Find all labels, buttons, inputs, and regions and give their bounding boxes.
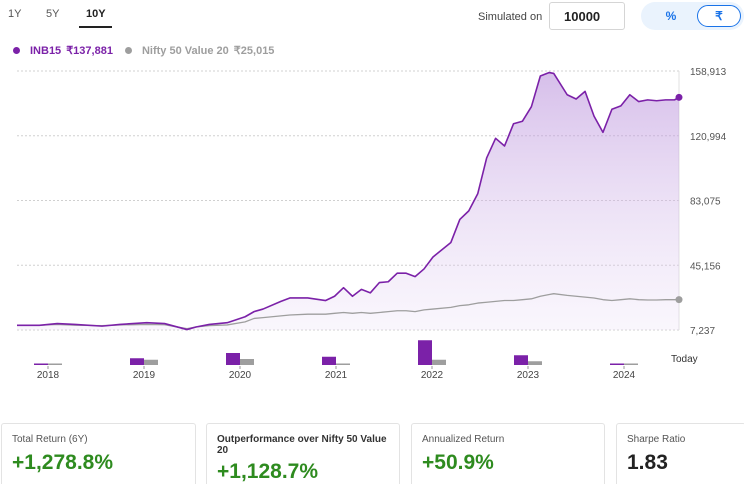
x-tick-label: 2020 bbox=[229, 370, 252, 381]
stat-value: +1,128.7% bbox=[217, 460, 319, 483]
stat-card-total-return: Total Return (6Y) +1,278.8% bbox=[1, 423, 196, 484]
stat-value: +50.9% bbox=[422, 451, 494, 474]
inb15-annual-bar bbox=[226, 353, 240, 365]
nifty-annual-bar bbox=[240, 359, 254, 365]
inb15-annual-bar bbox=[514, 355, 528, 365]
nifty-annual-bar bbox=[528, 361, 542, 365]
y-tick-label: 158,913 bbox=[690, 67, 727, 78]
y-tick-label: 83,075 bbox=[690, 197, 721, 208]
inb15-end-point bbox=[675, 93, 683, 101]
nifty-end-point bbox=[675, 296, 683, 304]
stat-card-outperformance: Outperformance over Nifty 50 Value 20 +1… bbox=[206, 423, 400, 484]
inb15-line bbox=[17, 71, 680, 331]
stat-label: Total Return (6Y) bbox=[12, 434, 88, 445]
legend-value: ₹25,015 bbox=[233, 45, 275, 57]
y-tick-label: 45,156 bbox=[690, 261, 721, 272]
stat-card-annualized-return: Annualized Return +50.9% bbox=[411, 423, 605, 484]
performance-chart: 158,913 120,994 83,075 45,156 7,237 2018 2019 2… bbox=[17, 67, 727, 381]
stat-label-prefix: Outperformance over bbox=[217, 434, 322, 445]
legend-dot-icon bbox=[124, 47, 132, 54]
inb15-annual-bar bbox=[418, 340, 432, 365]
inb15-area bbox=[17, 72, 679, 331]
stat-card-sharpe-ratio: Sharpe Ratio 1.83 bbox=[616, 423, 744, 484]
active-tab-indicator bbox=[79, 26, 112, 28]
inb15-annual-bar bbox=[610, 363, 624, 365]
unit-toggle: % ₹ bbox=[641, 2, 744, 30]
nifty-annual-bar bbox=[624, 363, 638, 365]
x-tick-label: 2022 bbox=[421, 370, 444, 381]
legend-dot-icon bbox=[13, 47, 20, 54]
legend-name: INB15 bbox=[30, 44, 62, 57]
tab-1y[interactable]: 1Y bbox=[8, 8, 22, 20]
rupee-toggle-button[interactable]: ₹ bbox=[697, 5, 741, 27]
simulated-amount-input[interactable] bbox=[549, 2, 625, 30]
legend-item-nifty[interactable]: Nifty 50 Value 20 ₹25,015 bbox=[124, 44, 275, 57]
legend-item-inb15[interactable]: INB15 ₹137,881 bbox=[13, 44, 113, 57]
inb15-annual-bar bbox=[322, 356, 336, 365]
x-tick-label: 2023 bbox=[517, 370, 540, 381]
x-end-label: Today bbox=[671, 354, 698, 365]
stat-label-benchmark: Nifty 50 Value 20 bbox=[217, 434, 387, 456]
stat-label: Sharpe Ratio bbox=[627, 434, 686, 445]
legend-name: Nifty 50 Value 20 bbox=[141, 44, 229, 57]
x-tick-label: 2019 bbox=[133, 370, 156, 381]
x-tick-label: 2018 bbox=[37, 370, 60, 381]
inb15-annual-bar bbox=[130, 358, 144, 365]
stat-value: +1,278.8% bbox=[12, 451, 114, 474]
nifty-annual-bar bbox=[144, 359, 158, 365]
x-tick-label: 2024 bbox=[613, 370, 636, 381]
inb15-annual-bar bbox=[34, 363, 48, 365]
percent-toggle-button[interactable]: % bbox=[665, 9, 677, 23]
tab-10y[interactable]: 10Y bbox=[86, 8, 106, 20]
nifty-annual-bar bbox=[48, 363, 62, 365]
legend-value: ₹137,881 bbox=[66, 45, 113, 57]
y-tick-label: 7,237 bbox=[690, 326, 715, 337]
nifty-annual-bar bbox=[432, 359, 446, 365]
stat-label: Annualized Return bbox=[422, 434, 505, 445]
chart-legend: INB15 ₹137,881 Nifty 50 Value 20 ₹25,015 bbox=[13, 44, 286, 57]
stat-label: Outperformance over Nifty 50 Value 20 bbox=[217, 434, 389, 456]
stat-value: 1.83 bbox=[627, 451, 668, 474]
simulated-on-label: Simulated on bbox=[478, 11, 543, 23]
nifty-annual-bar bbox=[336, 363, 350, 365]
x-tick-label: 2021 bbox=[325, 370, 348, 381]
tab-5y[interactable]: 5Y bbox=[46, 8, 60, 20]
y-tick-label: 120,994 bbox=[690, 132, 727, 143]
